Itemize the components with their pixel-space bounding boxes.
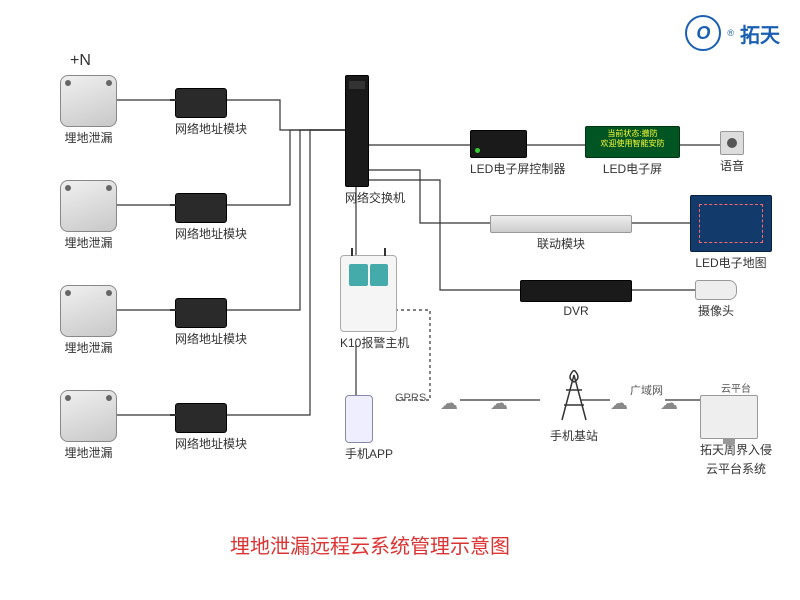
- network-switch: 网络交换机: [345, 75, 405, 206]
- link-module: 联动模块: [490, 215, 632, 252]
- sensor-3: 埋地泄漏: [60, 285, 117, 356]
- diagram-title: 埋地泄漏远程云系统管理示意图: [230, 530, 510, 559]
- sensor-4: 埋地泄漏: [60, 390, 117, 461]
- brand-logo: O ® 拓天: [685, 15, 780, 51]
- speaker: 语音: [720, 131, 744, 174]
- network-module-3: 网络地址模块: [175, 298, 247, 347]
- plus-n-label: +N: [70, 52, 91, 70]
- logo-text: 拓天: [740, 19, 780, 48]
- gprs-label: GPRS: [395, 392, 426, 404]
- led-map: LED电子地图: [690, 195, 772, 271]
- phone-app: 手机APP: [345, 395, 393, 462]
- network-module-2: 网络地址模块: [175, 193, 247, 242]
- sensor-1: 埋地泄漏: [60, 75, 117, 146]
- cloud-icon: ☁: [660, 393, 678, 414]
- cloud-icon: ☁: [490, 393, 508, 414]
- cloud-icon: ☁: [440, 393, 458, 414]
- camera: 摄像头: [695, 280, 737, 319]
- network-module-1: 网络地址模块: [175, 88, 247, 137]
- led-screen: 当前状态:撤防欢迎使用智能安防 LED电子屏: [585, 126, 680, 177]
- cloud-icon: ☁: [610, 393, 628, 414]
- network-module-4: 网络地址模块: [175, 403, 247, 452]
- led-controller: LED电子屏控制器: [470, 130, 565, 177]
- cell-tower: 手机基站: [550, 370, 598, 444]
- dvr: DVR: [520, 280, 632, 318]
- cloud-platform: 云平台 拓天周界入侵 云平台系统: [700, 380, 772, 477]
- wan-label: 广域网: [630, 382, 663, 398]
- logo-icon: O: [685, 15, 721, 51]
- sensor-2: 埋地泄漏: [60, 180, 117, 251]
- registered-mark: ®: [727, 28, 734, 38]
- alarm-host: K10报警主机: [340, 255, 409, 351]
